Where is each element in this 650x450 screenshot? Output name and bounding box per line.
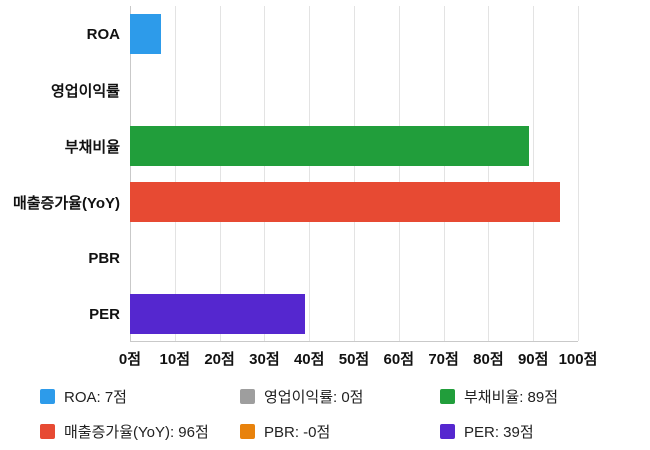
gridline — [174, 6, 176, 341]
x-tick-label: 90점 — [517, 351, 549, 368]
category-label: PER — [89, 305, 120, 323]
gridline — [354, 6, 355, 341]
x-tick-label: 10점 — [159, 351, 191, 368]
bar[interactable] — [130, 14, 162, 54]
x-tick-label: 100점 — [558, 351, 598, 368]
legend-label: 부채비율: 89점 — [464, 389, 559, 406]
x-tick-label: 40점 — [293, 351, 325, 368]
category-label: 매출증가율(YoY) — [12, 194, 120, 212]
legend-label: 영업이익률: 0점 — [264, 389, 364, 406]
legend-item: 매출증가율(YoY): 96점 — [40, 421, 240, 442]
legend-item: 부채비율: 89점 — [440, 386, 650, 407]
gridline-layer — [130, 6, 579, 342]
chart-row: PBR — [0, 230, 650, 286]
bar-track — [130, 238, 578, 278]
legend-swatch — [440, 424, 455, 439]
x-axis: 0점 10점 20점 30점 40점 50점 60점 70점 80점 90점 100점 — [0, 342, 650, 370]
bar-track — [130, 14, 578, 54]
chart-row: PER — [0, 286, 650, 342]
legend-swatch — [440, 389, 455, 404]
chart-row: ROA — [0, 6, 650, 62]
legend-label: ROA: 7점 — [64, 389, 127, 406]
gridline — [219, 6, 221, 341]
bar[interactable] — [130, 182, 561, 222]
legend-swatch — [240, 389, 255, 404]
legend-swatch — [40, 389, 55, 404]
legend-swatch — [40, 424, 55, 439]
x-tick-label: 80점 — [473, 351, 504, 368]
legend-swatch — [240, 424, 255, 439]
category-label: ROA — [86, 25, 120, 43]
bar-track — [130, 182, 578, 222]
legend-item: PBR: -0점 — [240, 421, 440, 442]
gridline — [578, 6, 579, 341]
gridline — [130, 6, 131, 341]
gridline — [398, 6, 400, 341]
legend-item: 영업이익률: 0점 — [240, 386, 440, 407]
gridline — [533, 6, 535, 341]
legend-item: PER: 39점 — [440, 421, 650, 442]
category-label: 영업이익률 — [50, 82, 120, 100]
bar-track — [130, 126, 578, 166]
chart-row: 매출증가율(YoY) — [0, 174, 650, 230]
gridline — [443, 6, 445, 341]
gridline — [264, 6, 266, 341]
category-label: 부채비율 — [64, 138, 120, 156]
legend-label: PBR: -0점 — [264, 424, 331, 441]
bar-track — [130, 70, 578, 110]
legend-label: 매출증가율(YoY): 96점 — [64, 424, 209, 441]
x-tick-label: 30점 — [249, 351, 280, 368]
gridline — [309, 6, 311, 341]
x-tick-label: 0점 — [118, 351, 142, 368]
bar[interactable] — [130, 126, 529, 166]
chart-row: 영업이익률 — [0, 62, 650, 118]
x-tick-label: 60점 — [383, 351, 415, 368]
bar-track — [130, 294, 578, 334]
legend-item: ROA: 7점 — [40, 386, 240, 407]
x-tick-label: 50점 — [338, 351, 370, 368]
x-tick-label: 70점 — [428, 351, 459, 368]
chart-row: 부채비율 — [0, 118, 650, 174]
x-tick-label: 20점 — [204, 351, 235, 368]
bar[interactable] — [130, 294, 305, 334]
legend-label: PER: 39점 — [464, 424, 534, 441]
gridline — [488, 6, 490, 341]
category-label: PBR — [88, 249, 120, 267]
